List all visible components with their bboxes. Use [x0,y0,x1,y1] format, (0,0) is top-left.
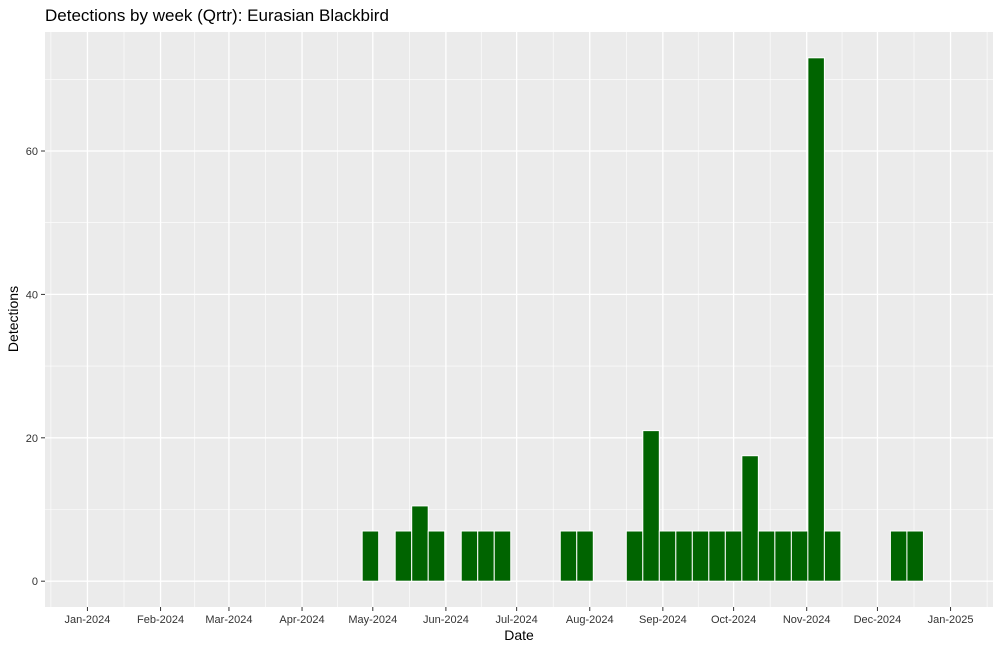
x-tick-label: May-2024 [348,614,397,626]
bar [460,530,479,582]
bar [642,430,660,582]
bar [691,530,710,582]
x-tick-label: Jul-2024 [496,614,538,626]
bar [576,530,594,582]
bar [477,530,495,582]
x-tick-label: Dec-2024 [854,614,902,626]
bar [675,530,693,582]
y-tick-label: 40 [26,289,38,301]
x-axis-label: Date [504,627,534,643]
y-axis: 0 20 40 60 [26,146,45,588]
bar [807,57,825,582]
y-tick-label: 20 [26,433,38,445]
grid-minor [45,32,993,607]
bar [394,530,413,582]
bar [427,530,446,582]
bar [493,530,512,582]
chart-title: Detections by week (Qrtr): Eurasian Blac… [45,6,389,25]
x-tick-label: Aug-2024 [566,614,614,626]
bar [906,530,924,582]
x-tick-label: Nov-2024 [783,614,831,626]
bar [708,530,726,582]
x-tick-label: Mar-2024 [205,614,252,626]
bar [361,530,380,582]
x-tick-label: Feb-2024 [137,614,184,626]
y-tick-label: 0 [32,576,38,588]
x-axis: Jan-2024 Feb-2024 Mar-2024 Apr-2024 May-2024… [65,607,974,626]
x-tick-label: Jan-2024 [65,614,111,626]
x-tick-label: Apr-2024 [279,614,324,626]
x-tick-label: Sep-2024 [639,614,687,626]
bar [889,530,908,582]
bar [559,530,578,582]
bar [741,455,759,582]
bars [361,57,924,582]
bar [774,530,792,582]
plot-panel [45,32,993,607]
grid-major [45,32,993,607]
y-tick-label: 60 [26,146,38,158]
x-tick-label: Jan-2025 [928,614,974,626]
bar [411,505,429,582]
bar [724,530,743,582]
bar [625,530,644,582]
y-axis-label: Detections [5,286,21,352]
x-tick-label: Oct-2024 [711,614,756,626]
x-tick-label: Jun-2024 [423,614,469,626]
bar [757,530,776,582]
bar [823,530,842,582]
bar [790,530,809,582]
bar [658,530,677,582]
